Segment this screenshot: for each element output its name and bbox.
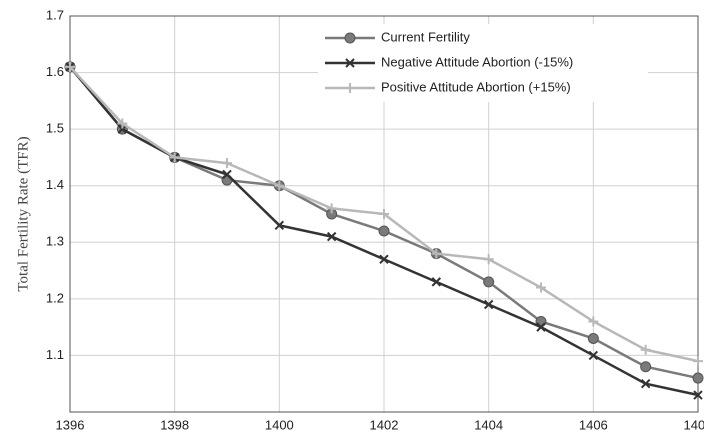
legend-label: Current Fertility (381, 29, 470, 44)
marker (693, 356, 703, 367)
marker (536, 322, 546, 332)
marker (588, 350, 599, 361)
marker (379, 254, 389, 264)
y-tick-label: 1.1 (46, 347, 64, 362)
legend-label: Positive Attitude Abortion (+15%) (381, 79, 571, 94)
marker (536, 282, 546, 293)
marker (274, 220, 285, 231)
marker (274, 180, 285, 191)
legend-marker (344, 32, 356, 44)
x-tick-label: 1406 (579, 417, 608, 432)
marker (117, 118, 128, 129)
legend-label: Negative Attitude Abortion (-15%) (381, 54, 573, 69)
marker (640, 361, 652, 373)
marker (640, 344, 651, 355)
marker (326, 203, 337, 214)
marker (692, 372, 704, 384)
marker (587, 332, 599, 344)
x-tick-label: 1402 (370, 417, 399, 432)
plot-frame (69, 15, 699, 413)
marker (588, 316, 599, 327)
x-tick-label: 1404 (474, 417, 503, 432)
y-tick-label: 1.5 (46, 121, 64, 136)
x-tick-label: 1400 (265, 417, 294, 432)
marker (640, 379, 651, 389)
marker (379, 209, 389, 219)
marker (483, 254, 494, 265)
marker (693, 390, 703, 400)
y-tick-label: 1.3 (46, 234, 64, 249)
y-tick-label: 1.4 (46, 177, 64, 192)
legend-marker (345, 83, 355, 93)
x-tick-label: 1398 (160, 417, 189, 432)
y-tick-label: 1.2 (46, 290, 64, 305)
x-tick-label: 1396 (56, 417, 85, 432)
marker (65, 61, 75, 72)
legend: Current Fertility Negative Attitude Abort… (318, 24, 648, 102)
marker (378, 225, 390, 237)
marker (222, 158, 232, 169)
legend-marker (345, 58, 355, 68)
marker (483, 276, 495, 288)
x-tick-label: 1408 (684, 417, 704, 432)
y-tick-label: 1.7 (46, 7, 64, 22)
marker (431, 277, 442, 287)
y-tick-label: 1.6 (46, 64, 64, 79)
marker (169, 152, 180, 163)
marker (483, 299, 494, 310)
marker (431, 248, 442, 259)
marker (222, 169, 232, 180)
y-axis-label: Total Fertility Rate (TFR) (15, 136, 31, 291)
marker (326, 231, 337, 242)
